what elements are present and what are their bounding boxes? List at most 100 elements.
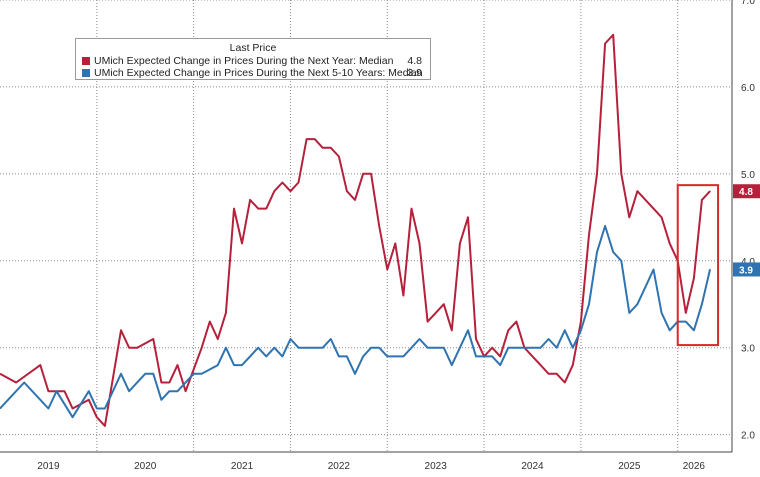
series-1-point-2026-05 xyxy=(709,190,711,192)
series-1-point-2024-12 xyxy=(572,364,574,366)
series-2-point-2025-08 xyxy=(636,303,639,305)
legend-swatch-1y xyxy=(82,57,90,65)
last-value-tag-bg-2 xyxy=(733,262,760,277)
series-2-point-2024-04 xyxy=(507,347,509,349)
series-2-point-2025-09 xyxy=(644,286,647,288)
series-2-point-2020-02 xyxy=(104,407,106,410)
series-1-point-2019-07 xyxy=(47,390,50,392)
series-1-point-2026-04 xyxy=(701,199,703,201)
y-tick-label-5.0: 5.0 xyxy=(741,170,755,181)
series-1-point-2021-09 xyxy=(257,208,259,210)
series-1-point-2020-09 xyxy=(160,381,162,384)
series-2-point-2019-08 xyxy=(55,390,58,392)
series-2-point-2022-06 xyxy=(330,338,332,340)
series-2-point-2021-04 xyxy=(217,364,219,366)
series-1-point-2025-05 xyxy=(612,34,614,36)
series-1-point-2022-06 xyxy=(330,147,332,149)
series-2-point-2023-04 xyxy=(410,347,413,349)
series-2-point-2020-08 xyxy=(152,373,154,375)
series-2-point-2021-06 xyxy=(233,364,235,366)
y-tick-label-4.0: 4.0 xyxy=(741,257,755,268)
series-1-point-2022-01 xyxy=(289,190,292,192)
series-2-point-2023-10 xyxy=(459,347,461,349)
series-2-point-2020-01 xyxy=(96,407,98,410)
series-2-point-2022-11 xyxy=(370,347,372,349)
series-2-point-2024-09 xyxy=(548,338,550,340)
series-1-point-2021-07 xyxy=(241,242,243,244)
series-1-point-2025-02 xyxy=(588,234,590,236)
series-1-point-2022-07 xyxy=(338,155,340,158)
last-value-tag-bg-1 xyxy=(733,184,760,199)
series-1-point-2025-09 xyxy=(644,199,647,201)
series-2-point-2025-02 xyxy=(588,303,590,305)
series-1-point-2022-04 xyxy=(314,138,316,140)
series-1-point-2020-01 xyxy=(96,416,98,418)
series-2-point-2019-03 xyxy=(15,390,17,392)
series-1-point-2020-06 xyxy=(136,347,138,349)
series-1-point-2022-09 xyxy=(354,199,356,201)
series-1-point-2019-12 xyxy=(88,399,90,401)
series-1-point-2023-03 xyxy=(402,294,404,297)
series-2-point-2021-05 xyxy=(225,347,227,349)
series-2-point-2024-03 xyxy=(499,364,501,366)
series-2-point-2026-05 xyxy=(709,268,711,271)
series-1-point-2025-07 xyxy=(628,216,630,218)
series-1-point-2022-12 xyxy=(378,225,380,227)
series-1-point-2022-03 xyxy=(306,138,308,140)
series-1-point-2025-06 xyxy=(620,173,622,175)
series-1-point-2025-12 xyxy=(669,242,671,244)
series-2-point-2026-04 xyxy=(701,303,703,305)
x-tick-label-2025: 2025 xyxy=(618,461,641,472)
series-1-point-2023-11 xyxy=(467,216,469,218)
series-1-point-2026-02 xyxy=(685,312,687,314)
series-2-point-2023-09 xyxy=(451,364,453,366)
series-2-point-2022-05 xyxy=(322,347,324,349)
series-2-point-2021-09 xyxy=(257,347,259,349)
series-1-point-2025-04 xyxy=(604,42,606,45)
series-1-point-2023-09 xyxy=(451,329,453,331)
series-1-point-2024-04 xyxy=(507,329,509,331)
series-1-point-2019-09 xyxy=(63,390,66,392)
series-2-point-2022-02 xyxy=(297,347,300,349)
series-2-point-2022-10 xyxy=(362,355,364,357)
series-1-point-2023-01 xyxy=(386,268,388,271)
series-1-point-2024-02 xyxy=(491,347,493,349)
series-2-point-2019-06 xyxy=(39,399,41,401)
series-1-point-2023-06 xyxy=(427,321,429,323)
series-1-point-2022-11 xyxy=(370,173,372,175)
y-tick-label-2.0: 2.0 xyxy=(741,431,755,442)
series-1-point-2022-02 xyxy=(297,181,300,184)
series-1-point-2019-01 xyxy=(0,373,1,375)
legend-value-1y: 4.8 xyxy=(407,55,422,67)
series-2-point-2022-07 xyxy=(338,355,340,357)
series-2-point-2025-10 xyxy=(652,268,655,271)
series-1-point-2020-02 xyxy=(104,425,106,427)
series-2-point-2021-10 xyxy=(265,355,267,357)
series-2-point-2023-03 xyxy=(402,355,404,357)
series-2-point-2025-06 xyxy=(620,260,622,262)
series-1-point-2020-08 xyxy=(152,338,154,340)
series-2-point-2020-04 xyxy=(120,373,122,375)
series-1-point-2023-05 xyxy=(418,242,421,244)
series-1-point-2021-02 xyxy=(201,347,203,349)
series-2-point-2020-07 xyxy=(144,373,146,375)
series-1-point-2021-06 xyxy=(233,208,235,210)
last-value-tag-2: 3.9 xyxy=(739,265,753,276)
series-1-point-2021-12 xyxy=(281,181,283,184)
series-2-point-2025-07 xyxy=(628,312,630,314)
series-2-point-2020-05 xyxy=(128,390,130,392)
y-tick-label-7.0: 7.0 xyxy=(741,0,755,7)
last-value-tag-1: 4.8 xyxy=(739,187,753,198)
series-2-point-2025-11 xyxy=(661,312,663,314)
legend: Last Price UMich Expected Change in Pric… xyxy=(75,38,431,80)
legend-swatch-5-10y xyxy=(82,69,90,77)
series-2-point-2020-10 xyxy=(168,390,170,392)
series-2-point-2019-12 xyxy=(88,390,90,392)
legend-entry-1y: UMich Expected Change in Prices During t… xyxy=(82,55,424,67)
series-1-point-2020-10 xyxy=(168,381,170,384)
series-1-point-2023-02 xyxy=(394,242,396,244)
series-1-point-2025-11 xyxy=(661,216,663,218)
series-1-point-2021-11 xyxy=(273,190,275,192)
